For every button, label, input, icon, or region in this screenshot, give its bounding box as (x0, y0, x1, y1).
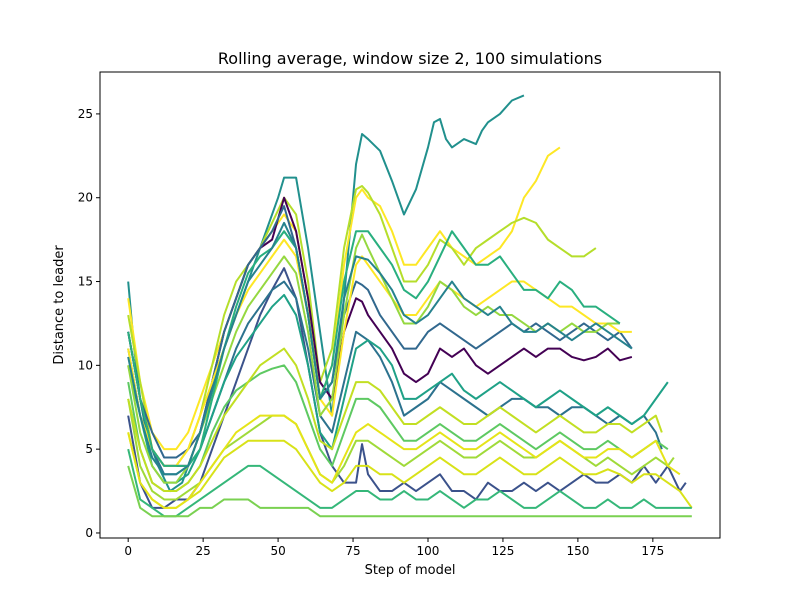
y-axis-label: Distance to leader (52, 245, 67, 365)
x-tick-label: 175 (641, 544, 664, 558)
series-line-3 (127, 184, 597, 467)
series-line-11 (127, 432, 693, 509)
plot-frame (99, 71, 721, 539)
y-tick-label: 15 (78, 275, 93, 289)
x-tick-label: 0 (124, 544, 132, 558)
chart-title: Rolling average, window size 2, 100 simu… (218, 49, 602, 68)
series-line-16 (127, 230, 621, 467)
y-tick-label: 25 (78, 107, 93, 121)
series-line-12 (127, 448, 692, 518)
y-tick-label: 20 (78, 191, 93, 205)
x-tick-label: 25 (195, 544, 210, 558)
series-layer (127, 94, 693, 518)
x-tick-label: 100 (417, 544, 440, 558)
series-line-8 (127, 293, 669, 484)
series-line-18 (127, 221, 633, 476)
series-line-9 (127, 364, 669, 493)
x-tick-label: 50 (270, 544, 285, 558)
series-line-19 (127, 414, 681, 509)
x-tick-label: 150 (566, 544, 589, 558)
x-tick-label: 75 (345, 544, 360, 558)
y-tick-label: 0 (85, 526, 93, 540)
y-axis: 0 5 10 15 20 25 (78, 107, 100, 540)
x-axis: 0 25 50 75 100 125 150 175 (124, 538, 664, 558)
series-line-2 (127, 146, 561, 451)
series-line-13 (127, 465, 692, 518)
series-line-17 (127, 347, 663, 493)
y-tick-label: 5 (85, 442, 93, 456)
x-axis-label: Step of model (365, 563, 456, 578)
y-tick-label: 10 (78, 358, 93, 372)
x-tick-label: 125 (491, 544, 514, 558)
